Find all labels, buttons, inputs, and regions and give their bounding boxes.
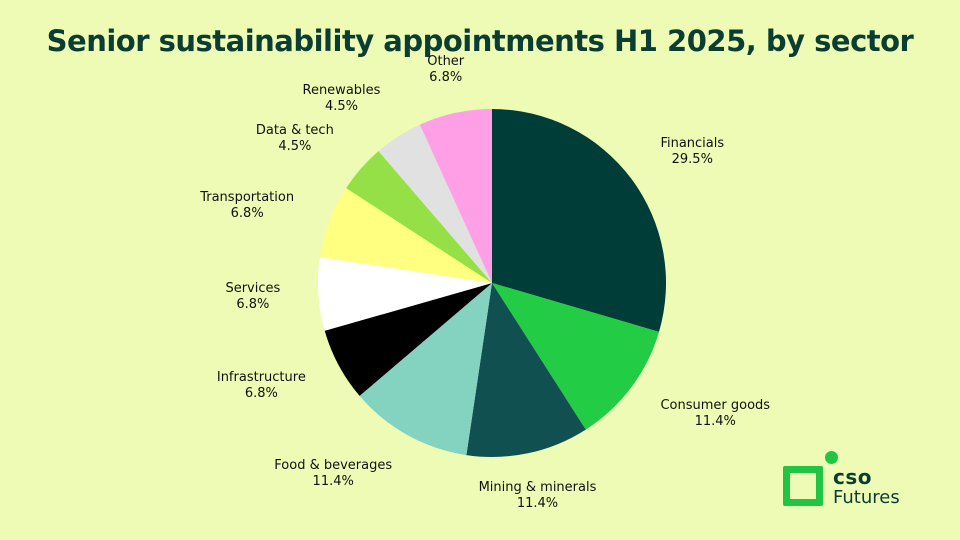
pie-slice-mining-and-minerals — [466, 283, 586, 457]
slice-label-value: 11.4% — [694, 413, 736, 429]
cso-futures-logo: cso Futures — [781, 450, 911, 512]
slice-label-name: Services — [225, 281, 281, 297]
slice-label-other: Other 6.8% — [427, 54, 464, 86]
chart-title: Senior sustainability appointments H1 20… — [46, 24, 914, 58]
slice-label-value: 6.8% — [429, 69, 463, 85]
slice-label-transportation: Transportation 6.8% — [200, 190, 294, 222]
slice-label-name: Other — [427, 53, 465, 69]
pie-slice-financials — [492, 109, 666, 332]
slice-label-value: 29.5% — [671, 152, 713, 168]
logo-dot-icon — [825, 451, 838, 464]
logo-text-line1: cso — [833, 465, 872, 489]
slice-label-value: 6.8% — [236, 297, 270, 313]
slice-label-value: 6.8% — [244, 386, 278, 401]
slice-label-name: Consumer goods — [660, 397, 771, 413]
slice-label-name: Transportation — [200, 189, 295, 205]
slice-label-name: Mining & minerals — [478, 480, 597, 496]
slice-label-name: Financials — [660, 136, 725, 152]
slice-label-value: 11.4% — [312, 473, 354, 489]
pie-slice-renewables — [378, 124, 492, 283]
slice-label-value: 4.5% — [278, 139, 312, 155]
slice-label-financials: Financials 29.5% — [660, 136, 724, 168]
slice-label-renewables: Renewables 4.5% — [303, 83, 381, 115]
logo-text-line2: Futures — [833, 487, 900, 508]
slice-label-data-and-tech: Data & tech 4.5% — [256, 123, 334, 155]
slice-label-value: 6.8% — [230, 205, 264, 221]
slice-label-name: Infrastructure — [216, 370, 306, 385]
slice-label-name: Renewables — [302, 83, 381, 99]
slice-label-services: Services 6.8% — [225, 281, 280, 313]
pie-slice-food-and-beverages — [359, 283, 492, 456]
slice-label-food-and-beverages: Food & beverages 11.4% — [274, 458, 392, 490]
pie-slice-other — [419, 109, 492, 283]
pie-slice-data-and-tech — [346, 151, 492, 283]
slice-label-name: Data & tech — [255, 123, 334, 139]
pie-slice-consumer-goods — [492, 283, 659, 430]
slice-label-value: 11.4% — [516, 496, 559, 512]
slice-label-name: Food & beverages — [274, 457, 393, 473]
pie-slice-infrastructure — [324, 283, 492, 396]
slice-label-value: 4.5% — [324, 99, 358, 115]
pie-slice-services — [318, 257, 492, 331]
pie-slice-transportation — [319, 188, 492, 283]
slice-label-consumer-goods: Consumer goods 11.4% — [660, 398, 770, 430]
slice-label-infrastructure: Infrastructure 6.8% — [217, 370, 306, 402]
logo-square-icon — [783, 466, 823, 506]
slice-label-mining-and-minerals: Mining & minerals 11.4% — [479, 480, 597, 512]
